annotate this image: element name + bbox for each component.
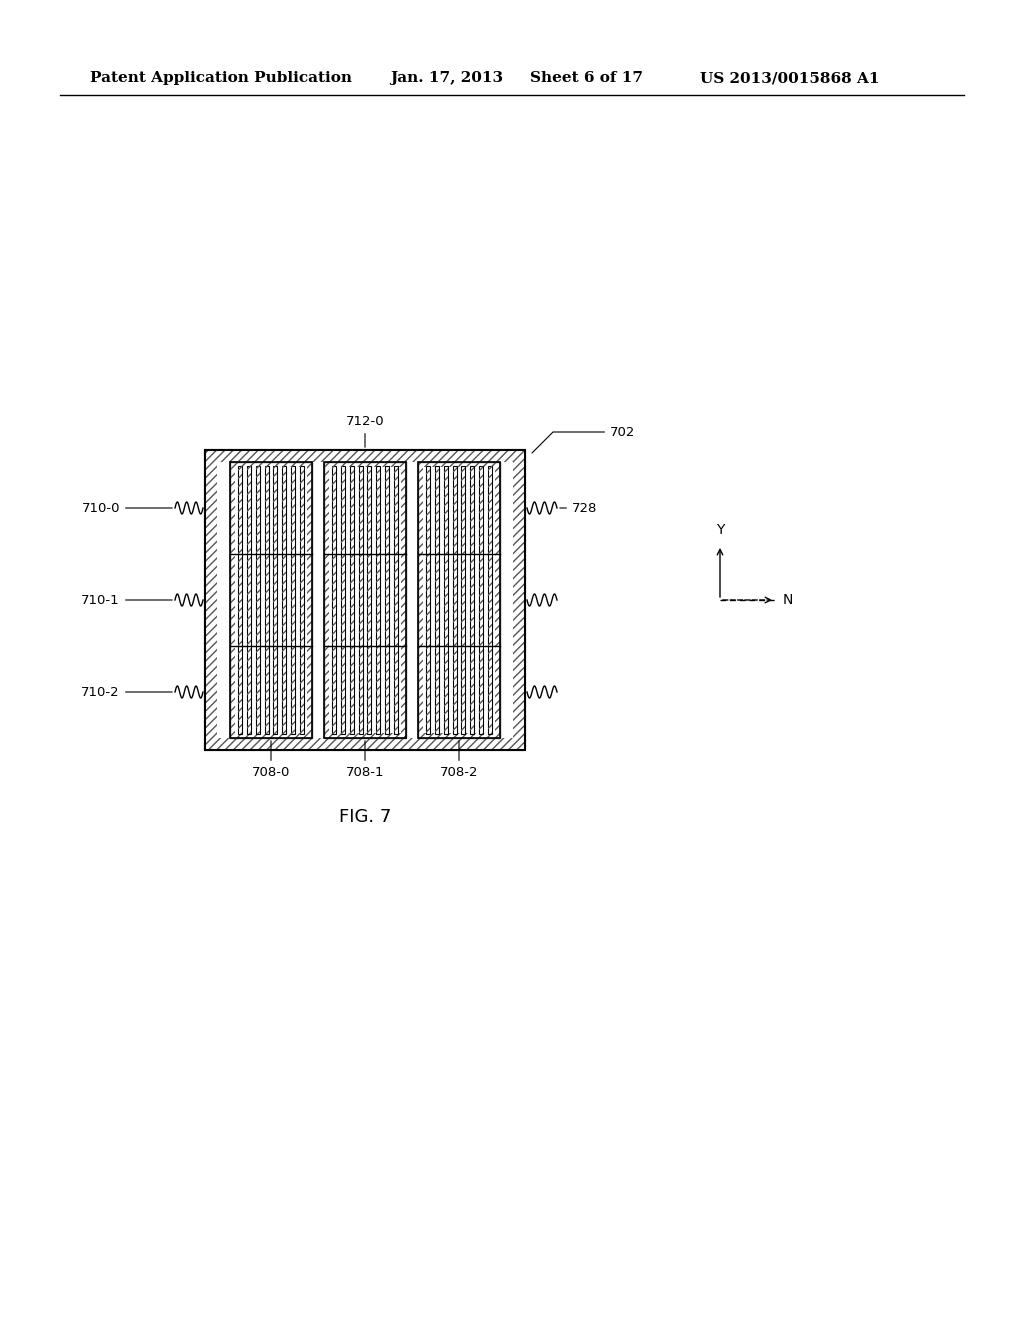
Bar bbox=[256, 466, 260, 734]
Bar bbox=[487, 466, 492, 734]
Bar bbox=[435, 466, 439, 734]
Bar bbox=[264, 466, 268, 734]
Bar bbox=[300, 466, 304, 734]
Bar bbox=[376, 466, 380, 734]
Bar bbox=[435, 466, 439, 734]
Bar bbox=[205, 450, 217, 750]
Text: US 2013/0015868 A1: US 2013/0015868 A1 bbox=[700, 71, 880, 84]
Bar bbox=[453, 466, 457, 734]
Bar bbox=[239, 466, 243, 734]
Bar bbox=[341, 466, 345, 734]
Bar bbox=[470, 466, 474, 734]
Text: 712-0: 712-0 bbox=[346, 414, 384, 447]
Bar bbox=[247, 466, 251, 734]
Bar bbox=[393, 466, 397, 734]
Bar bbox=[426, 466, 430, 734]
Bar bbox=[470, 466, 474, 734]
Bar bbox=[273, 466, 278, 734]
Text: 702: 702 bbox=[531, 425, 635, 453]
Text: 710-1: 710-1 bbox=[81, 594, 172, 606]
Text: 710-0: 710-0 bbox=[82, 502, 172, 515]
Bar bbox=[350, 466, 354, 734]
Bar bbox=[247, 466, 251, 734]
Bar bbox=[385, 466, 389, 734]
Bar bbox=[273, 466, 278, 734]
Bar bbox=[291, 466, 295, 734]
Bar bbox=[453, 466, 457, 734]
Bar bbox=[487, 466, 492, 734]
Bar bbox=[205, 450, 525, 750]
Bar bbox=[368, 466, 372, 734]
Text: Y: Y bbox=[716, 523, 724, 537]
Bar bbox=[329, 467, 401, 733]
Bar bbox=[264, 466, 268, 734]
Bar bbox=[462, 466, 465, 734]
Bar bbox=[368, 466, 372, 734]
Bar bbox=[256, 466, 260, 734]
Bar bbox=[358, 466, 362, 734]
Text: 710-2: 710-2 bbox=[81, 685, 172, 698]
Bar bbox=[443, 466, 447, 734]
Text: Jan. 17, 2013: Jan. 17, 2013 bbox=[390, 71, 503, 84]
Text: 708-1: 708-1 bbox=[346, 741, 384, 779]
Text: 728: 728 bbox=[560, 502, 597, 515]
Text: 708-2: 708-2 bbox=[439, 741, 478, 779]
Bar bbox=[376, 466, 380, 734]
Bar bbox=[283, 466, 286, 734]
Bar bbox=[393, 466, 397, 734]
Bar bbox=[230, 462, 312, 738]
Bar bbox=[418, 462, 500, 738]
Bar bbox=[234, 467, 307, 733]
Bar bbox=[283, 466, 286, 734]
Bar bbox=[426, 466, 430, 734]
Bar bbox=[205, 450, 525, 750]
Text: FIG. 7: FIG. 7 bbox=[339, 808, 391, 826]
Bar bbox=[205, 450, 525, 462]
Text: Patent Application Publication: Patent Application Publication bbox=[90, 71, 352, 84]
Bar bbox=[324, 462, 406, 738]
Bar bbox=[513, 450, 525, 750]
Bar bbox=[462, 466, 465, 734]
Bar bbox=[324, 462, 406, 738]
Bar bbox=[479, 466, 483, 734]
Bar bbox=[385, 466, 389, 734]
Bar bbox=[418, 462, 500, 738]
Bar bbox=[350, 466, 354, 734]
Bar bbox=[341, 466, 345, 734]
Bar bbox=[358, 466, 362, 734]
Text: N: N bbox=[783, 593, 794, 607]
Bar bbox=[291, 466, 295, 734]
Text: Sheet 6 of 17: Sheet 6 of 17 bbox=[530, 71, 643, 84]
Bar bbox=[479, 466, 483, 734]
Bar bbox=[300, 466, 304, 734]
Bar bbox=[239, 466, 243, 734]
Bar bbox=[443, 466, 447, 734]
Bar bbox=[333, 466, 336, 734]
Bar bbox=[230, 462, 312, 738]
Bar bbox=[333, 466, 336, 734]
Text: 708-0: 708-0 bbox=[252, 741, 290, 779]
Bar bbox=[423, 467, 495, 733]
Bar bbox=[205, 738, 525, 750]
